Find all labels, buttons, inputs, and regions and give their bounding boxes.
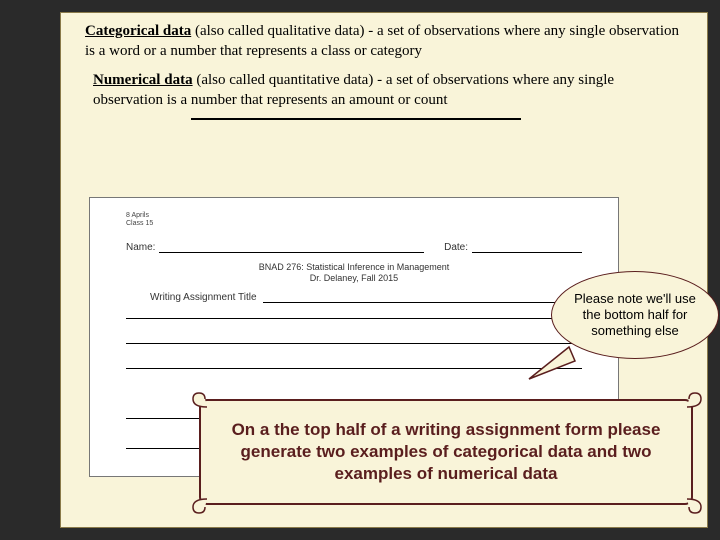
divider-line (191, 118, 521, 120)
callout-tail-icon (521, 343, 581, 383)
definition-categorical: Categorical data (also called qualitativ… (61, 13, 707, 66)
scroll-curl-bl-icon (191, 497, 209, 515)
form-blank-line (126, 343, 582, 344)
callout-bubble: Please note we'll use the bottom half fo… (551, 271, 719, 359)
course-line-2: Dr. Delaney, Fall 2015 (90, 273, 618, 284)
form-corner-text: 8 Aprils Class 15 (126, 212, 153, 227)
instruction-text: On a the top half of a writing assignmen… (229, 419, 663, 485)
term-categorical: Categorical data (85, 23, 191, 39)
definition-numerical: Numerical data (also called quantitative… (61, 66, 707, 115)
instruction-scroll: On a the top half of a writing assignmen… (199, 399, 693, 505)
slide-panel: Categorical data (also called qualitativ… (60, 12, 708, 528)
form-tiny-2: Class 15 (126, 220, 153, 228)
title-blank (263, 293, 558, 303)
name-blank (159, 243, 424, 253)
form-name-row: Name: Date: (126, 242, 582, 253)
name-label: Name: (126, 242, 155, 253)
form-title-row: Writing Assignment Title (150, 292, 558, 303)
scroll-curl-tr-icon (685, 391, 703, 409)
scroll-curl-tl-icon (191, 391, 209, 409)
form-course-header: BNAD 276: Statistical Inference in Manag… (90, 262, 618, 285)
scroll-curl-br-icon (685, 497, 703, 515)
date-blank (472, 243, 582, 253)
callout-text: Please note we'll use the bottom half fo… (566, 291, 704, 340)
term-numerical: Numerical data (93, 72, 193, 88)
course-line-1: BNAD 276: Statistical Inference in Manag… (90, 262, 618, 273)
form-blank-line (126, 318, 582, 319)
form-tiny-1: 8 Aprils (126, 212, 153, 220)
form-blank-line (126, 368, 582, 369)
date-label: Date: (444, 242, 468, 253)
title-label: Writing Assignment Title (150, 292, 257, 303)
